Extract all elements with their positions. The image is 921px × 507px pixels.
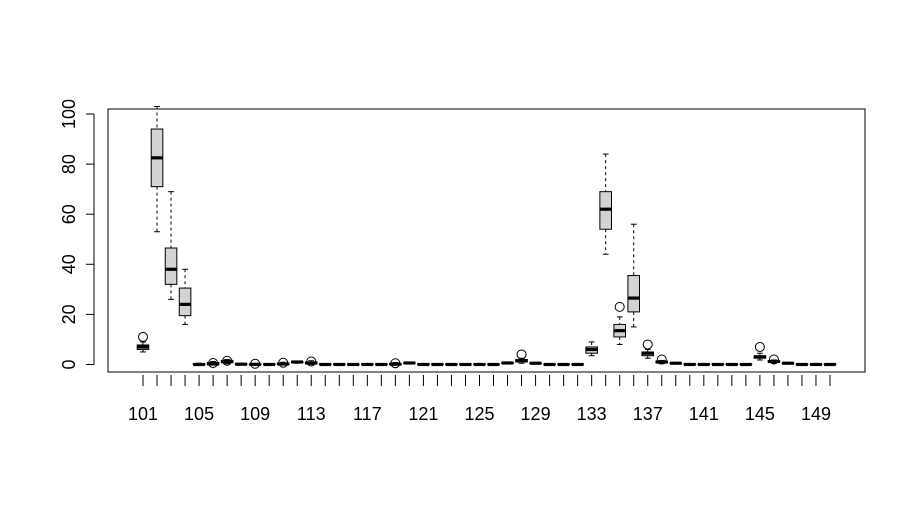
box-102: [150, 105, 164, 233]
outlier-point: [208, 357, 219, 368]
outlier-point: [306, 356, 317, 367]
y-tick-label: 40: [59, 254, 79, 274]
box-140: [683, 362, 697, 367]
outlier-point: [768, 354, 779, 365]
box-142: [711, 362, 725, 367]
x-tick-label: 149: [801, 404, 831, 424]
box-120: [403, 361, 416, 365]
outlier-point: [222, 355, 233, 366]
box-115: [332, 362, 346, 367]
x-tick-label: 133: [577, 404, 607, 424]
outlier-point: [614, 301, 625, 312]
box-101: [136, 331, 150, 353]
box-124: [459, 362, 472, 367]
y-tick-label: 0: [59, 359, 79, 369]
box-135: [613, 301, 626, 345]
box-116: [347, 362, 360, 367]
box-127: [501, 361, 514, 365]
outlier-point: [138, 331, 148, 342]
box-117: [361, 362, 374, 367]
box-107: [220, 355, 234, 366]
box-iqr: [178, 287, 192, 317]
box-126: [487, 362, 500, 367]
x-tick-label: 141: [689, 404, 719, 424]
box-137: [641, 339, 655, 359]
box-122: [431, 362, 444, 367]
x-tick-label: 121: [408, 404, 438, 424]
x-tick-label: 145: [745, 404, 775, 424]
outlier-point: [642, 339, 653, 350]
box-123: [445, 362, 458, 367]
box-146: [767, 354, 781, 365]
x-tick-label: 129: [521, 404, 551, 424]
x-tick-label: 105: [184, 404, 214, 424]
box-104: [178, 268, 192, 325]
box-108: [234, 362, 248, 366]
box-129: [529, 361, 542, 365]
box-109: [248, 358, 262, 369]
x-tick-label: 109: [240, 404, 270, 424]
box-130: [543, 362, 556, 367]
y-axis: 0 20 40 60 80 100: [59, 99, 95, 369]
box-iqr: [164, 247, 178, 285]
y-tick-label: 60: [59, 204, 79, 224]
box-139: [669, 361, 683, 365]
box-145: [753, 341, 767, 361]
box-111: [276, 357, 290, 368]
plot-frame: [107, 108, 866, 373]
box-iqr: [627, 275, 641, 313]
box-147: [781, 361, 795, 365]
x-tick-label: 125: [464, 404, 494, 424]
y-tick-label: 20: [59, 304, 79, 324]
outlier-point: [754, 341, 765, 352]
x-tick-label: 101: [128, 404, 158, 424]
x-tick-label: 137: [633, 404, 663, 424]
outlier-point: [278, 357, 289, 368]
box-136: [627, 223, 641, 328]
box-133: [585, 341, 598, 357]
box-134: [599, 153, 612, 255]
x-axis: 101 105 109 113 117 121 125 129 133 137 141 145 149: [128, 375, 831, 424]
outlier-point: [516, 349, 527, 360]
outlier-point: [656, 354, 667, 365]
box-125: [473, 362, 486, 367]
box-143: [725, 362, 739, 367]
x-tick-label: 113: [297, 404, 326, 424]
y-tick-label: 100: [59, 99, 79, 129]
box-149: [809, 362, 823, 367]
box-106: [206, 357, 220, 368]
box-150: [823, 362, 837, 367]
box-113: [304, 356, 318, 367]
box-114: [318, 362, 332, 367]
box-132: [571, 362, 584, 367]
box-103: [164, 191, 178, 300]
x-tick-label: 117: [353, 404, 382, 424]
box-144: [739, 362, 753, 367]
box-131: [557, 362, 570, 367]
box-105: [192, 362, 206, 367]
box-121: [417, 362, 430, 367]
boxes: [136, 105, 837, 369]
box-119: [389, 358, 402, 369]
box-138: [655, 354, 669, 365]
outlier-point: [390, 358, 401, 369]
box-148: [795, 362, 809, 367]
box-118: [375, 362, 388, 367]
outlier-point: [250, 358, 261, 369]
y-tick-label: 80: [59, 154, 79, 174]
box-128: [515, 349, 528, 364]
box-110: [262, 362, 276, 367]
box-112: [290, 360, 304, 364]
box-141: [697, 362, 711, 367]
